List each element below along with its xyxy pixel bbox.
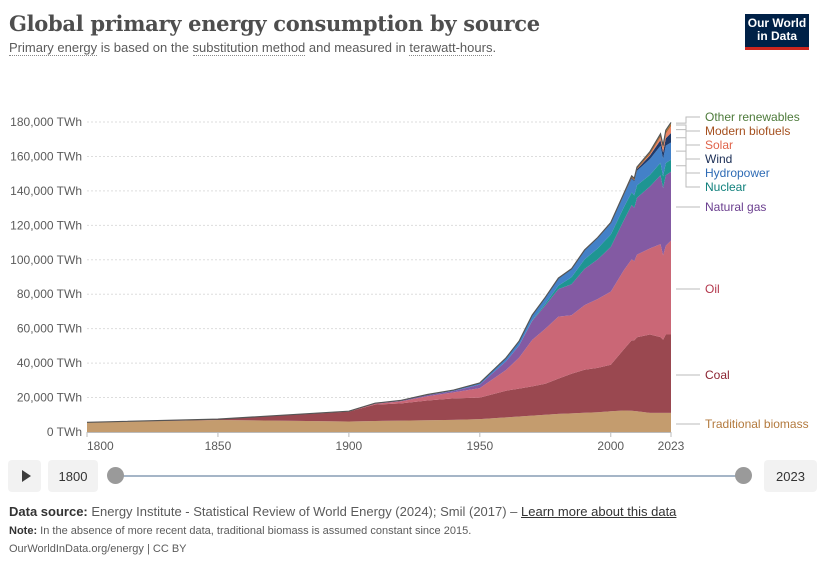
legend-label: Natural gas <box>705 200 766 214</box>
data-source: Data source: Energy Institute - Statisti… <box>9 504 676 519</box>
area-series <box>87 122 671 432</box>
y-tick-label: 0 TWh <box>47 425 82 439</box>
y-tick-label: 20,000 TWh <box>17 391 82 405</box>
legend-item-wind: Wind <box>676 137 732 166</box>
area-coal <box>87 334 671 423</box>
chart-subtitle: Primary energy is based on the substitut… <box>9 40 497 56</box>
note-label: Note: <box>9 525 38 537</box>
x-tick-label: 1800 <box>87 439 114 453</box>
play-icon <box>21 470 31 482</box>
legend-item-oil: Oil <box>676 282 720 296</box>
primary-energy-link[interactable]: Primary energy <box>9 40 98 56</box>
y-tick-label: 120,000 TWh <box>10 218 82 232</box>
legend-item-natural-gas: Natural gas <box>676 200 766 214</box>
substitution-method-link[interactable]: substitution method <box>192 40 306 56</box>
subtitle-text: and measured in <box>305 40 410 55</box>
y-tick-label: 80,000 TWh <box>17 287 82 301</box>
legend-item-hydropower: Hydropower <box>676 150 770 180</box>
legend-label: Traditional biomass <box>705 417 809 431</box>
y-tick-label: 100,000 TWh <box>10 253 82 267</box>
legend-label: Modern biofuels <box>705 124 790 138</box>
area-traditional-biomass <box>87 410 671 432</box>
area-oil <box>87 240 671 423</box>
logo-line-1: Our World <box>747 16 807 30</box>
owid-logo[interactable]: Our World in Data <box>745 14 809 50</box>
x-tick-label: 1850 <box>205 439 232 453</box>
x-tick-label: 1900 <box>336 439 363 453</box>
y-tick-label: 60,000 TWh <box>17 322 82 336</box>
legend-label: Hydropower <box>705 166 770 180</box>
terawatt-hours-link[interactable]: terawatt-hours <box>409 40 493 56</box>
logo-line-2: in Data <box>756 29 797 43</box>
play-button[interactable] <box>8 460 41 492</box>
end-year-button[interactable]: 2023 <box>764 460 817 492</box>
legend-item-modern-biofuels: Modern biofuels <box>676 124 790 138</box>
legend-item-coal: Coal <box>676 368 730 382</box>
subtitle-text: . <box>492 40 497 55</box>
total-outline <box>86 122 672 423</box>
legend-connector <box>676 124 700 132</box>
legend-label: Other renewables <box>705 110 800 124</box>
y-tick-label: 180,000 TWh <box>10 115 82 129</box>
legend-label: Coal <box>705 368 730 382</box>
x-axis: 1800 1850 1900 1950 2000 2023 <box>86 432 685 453</box>
y-tick-label: 40,000 TWh <box>17 356 82 370</box>
x-tick-label: 2023 <box>658 439 685 453</box>
legend-connector <box>676 165 700 188</box>
learn-more-link[interactable]: Learn more about this data <box>521 504 677 519</box>
note: Note: In the absence of more recent data… <box>9 525 471 537</box>
x-tick-label: 1950 <box>466 439 493 453</box>
legend-item-traditional-biomass: Traditional biomass <box>676 417 809 431</box>
note-text: In the absence of more recent data, trad… <box>37 525 472 537</box>
legend-connector <box>676 116 700 124</box>
legend-label: Nuclear <box>705 180 746 194</box>
stacked-area-chart: 0 TWh 20,000 TWh 40,000 TWh 60,000 TWh 80,00… <box>10 110 809 453</box>
legend-label: Oil <box>705 282 720 296</box>
y-tick-label: 160,000 TWh <box>10 149 82 163</box>
x-tick-label: 2000 <box>597 439 624 453</box>
timeline-control: 1800 2023 <box>8 460 817 492</box>
source-label: Data source: <box>9 504 88 519</box>
start-year-button[interactable]: 1800 <box>48 460 98 492</box>
legend-connector <box>676 137 700 160</box>
legend-label: Solar <box>705 138 733 152</box>
chart-title: Global primary energy consumption by sou… <box>9 11 540 36</box>
subtitle-text: is based on the <box>97 40 193 55</box>
legend-item-other-renewables: Other renewables <box>676 110 800 124</box>
grid-lines <box>87 121 671 399</box>
area-natural-gas <box>87 171 671 423</box>
legend-label: Wind <box>705 152 732 166</box>
end-handle[interactable] <box>735 467 752 484</box>
start-handle[interactable] <box>107 467 124 484</box>
y-tick-label: 140,000 TWh <box>10 184 82 198</box>
legend-connector <box>676 150 700 174</box>
license[interactable]: OurWorldInData.org/energy | CC BY <box>9 543 187 555</box>
timeline-track[interactable] <box>115 475 743 477</box>
y-axis-ticks: 0 TWh 20,000 TWh 40,000 TWh 60,000 TWh 80,00… <box>10 115 82 439</box>
source-text: Energy Institute - Statistical Review of… <box>87 504 522 519</box>
legend-item-nuclear: Nuclear <box>676 165 746 194</box>
